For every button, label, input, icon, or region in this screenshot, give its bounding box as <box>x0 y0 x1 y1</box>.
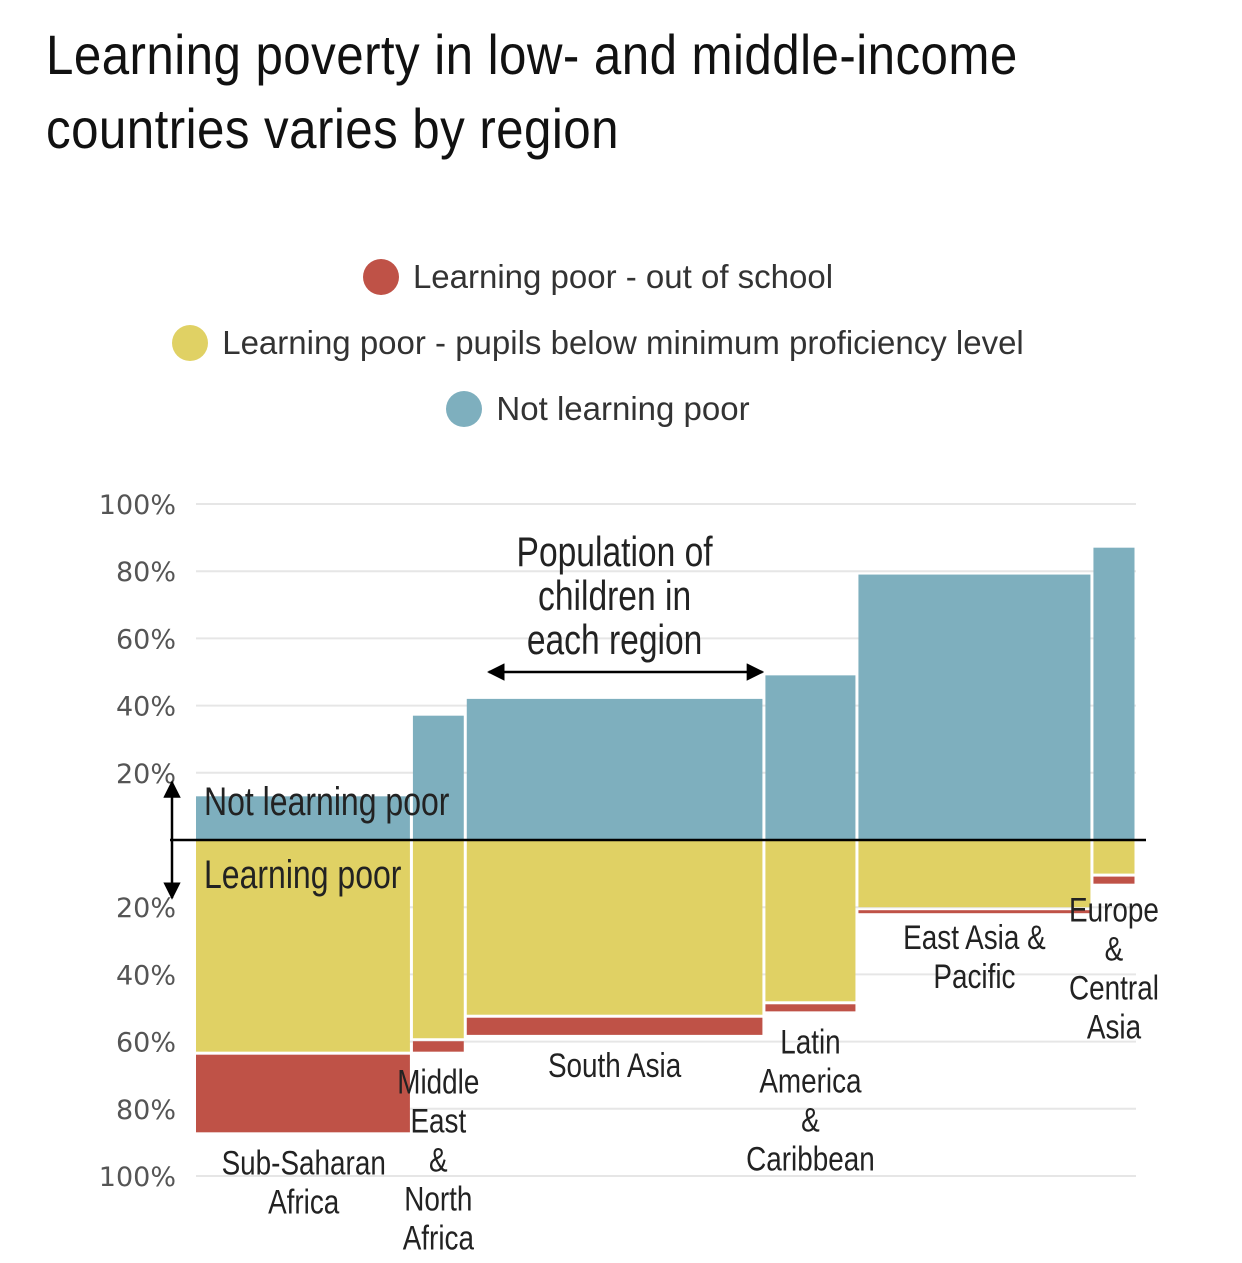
region-label-line-1-2: & <box>429 1141 448 1179</box>
annotations: Not learning poor Learning poor Population… <box>163 530 1146 900</box>
region-label-line-3-1: America <box>759 1062 862 1100</box>
legend-label-out-of-school: Learning poor - out of school <box>412 258 834 295</box>
title-line-2: countries varies by region <box>46 97 619 160</box>
bar-below-min-east-asia-pacific <box>858 840 1091 908</box>
y-tick-bottom-80: 80% <box>116 1095 176 1126</box>
legend-item-out-of-school: Learning poor - out of school <box>0 244 1196 310</box>
annotation-learning-poor: Learning poor <box>204 852 401 897</box>
region-label-line-4-0: East Asia & <box>903 919 1046 957</box>
legend-item-below-minimum: Learning poor - pupils below minimum pro… <box>0 310 1196 376</box>
region-labels: Sub-SaharanAfricaMiddleEast&NorthAfricaS… <box>222 891 1159 1257</box>
bar-below-min-middle-east-north-africa <box>412 840 464 1039</box>
legend-label-below-minimum: Learning poor - pupils below minimum pro… <box>222 324 1024 361</box>
y-tick-bottom-20: 20% <box>116 893 176 924</box>
annotation-population-line-2: each region <box>527 618 703 664</box>
region-label-line-5-1: & <box>1105 930 1124 968</box>
legend-swatch-out-of-school <box>362 259 399 295</box>
bar-not-poor-latin-america-caribbean <box>765 675 856 840</box>
y-tick-top-60: 60% <box>116 624 176 655</box>
bar-below-min-south-asia <box>466 840 763 1015</box>
y-tick-top-20: 20% <box>116 759 176 790</box>
region-label-line-1-0: Middle <box>397 1063 479 1101</box>
bar-out-of-school-europe-central-asia <box>1093 876 1135 884</box>
bar-below-min-sub-saharan-africa <box>196 840 410 1052</box>
y-tick-top-40: 40% <box>116 692 176 723</box>
region-label-line-5-0: Europe <box>1069 891 1159 929</box>
y-tick-top-100: 100% <box>99 490 176 521</box>
region-label-line-3-0: Latin <box>780 1023 840 1061</box>
bar-below-min-europe-central-asia <box>1093 840 1135 874</box>
legend-swatch-below-minimum <box>172 325 209 361</box>
bar-not-poor-europe-central-asia <box>1093 547 1135 840</box>
bar-not-poor-east-asia-pacific <box>858 574 1091 840</box>
legend-item-not-poor: Not learning poor <box>0 376 1196 442</box>
region-label-line-0-0: Sub-Saharan <box>222 1144 386 1182</box>
region-label-line-5-3: Asia <box>1087 1008 1142 1046</box>
title-line-1: Learning poverty in low- and middle-inco… <box>46 23 1018 86</box>
y-tick-bottom-60: 60% <box>116 1028 176 1059</box>
annotation-population-line-1: children in <box>538 574 691 620</box>
region-label-line-3-2: & <box>801 1101 820 1139</box>
bar-below-min-latin-america-caribbean <box>765 840 856 1002</box>
y-tick-top-80: 80% <box>116 557 176 588</box>
region-label-line-4-1: Pacific <box>933 958 1015 996</box>
y-axis-ticks: 100% 80% 60% 40% 20% 20% 40% 60% 80% 100% <box>99 490 176 1193</box>
y-tick-bottom-40: 40% <box>116 960 176 991</box>
region-label-line-5-2: Central <box>1069 969 1159 1007</box>
region-label-line-3-3: Caribbean <box>746 1140 875 1178</box>
bar-out-of-school-middle-east-north-africa <box>412 1041 464 1052</box>
bar-not-poor-middle-east-north-africa <box>412 715 464 840</box>
region-label-line-0-1: Africa <box>268 1183 340 1221</box>
annotation-not-learning-poor: Not learning poor <box>204 779 449 824</box>
bar-out-of-school-east-asia-pacific <box>858 910 1091 914</box>
bar-out-of-school-sub-saharan-africa <box>196 1054 410 1133</box>
region-label-line-1-3: North <box>404 1180 472 1218</box>
y-tick-bottom-100: 100% <box>99 1162 176 1193</box>
annotation-population-line-0: Population of <box>517 530 713 576</box>
bars <box>196 547 1135 1133</box>
bar-not-poor-sub-saharan-africa <box>196 796 410 840</box>
chart-title: Learning poverty in low- and middle-inco… <box>46 18 1058 166</box>
bar-out-of-school-south-asia <box>466 1017 763 1035</box>
legend-label-not-poor: Not learning poor <box>496 390 750 427</box>
legend: Learning poor - out of school Learning p… <box>0 244 1196 442</box>
region-label-line-1-4: Africa <box>403 1219 475 1257</box>
legend-swatch-not-poor <box>446 391 483 427</box>
region-label-line-2-0: South Asia <box>548 1046 682 1084</box>
bar-out-of-school-latin-america-caribbean <box>765 1004 856 1012</box>
region-label-line-1-1: East <box>410 1102 466 1140</box>
bar-not-poor-south-asia <box>466 698 763 840</box>
